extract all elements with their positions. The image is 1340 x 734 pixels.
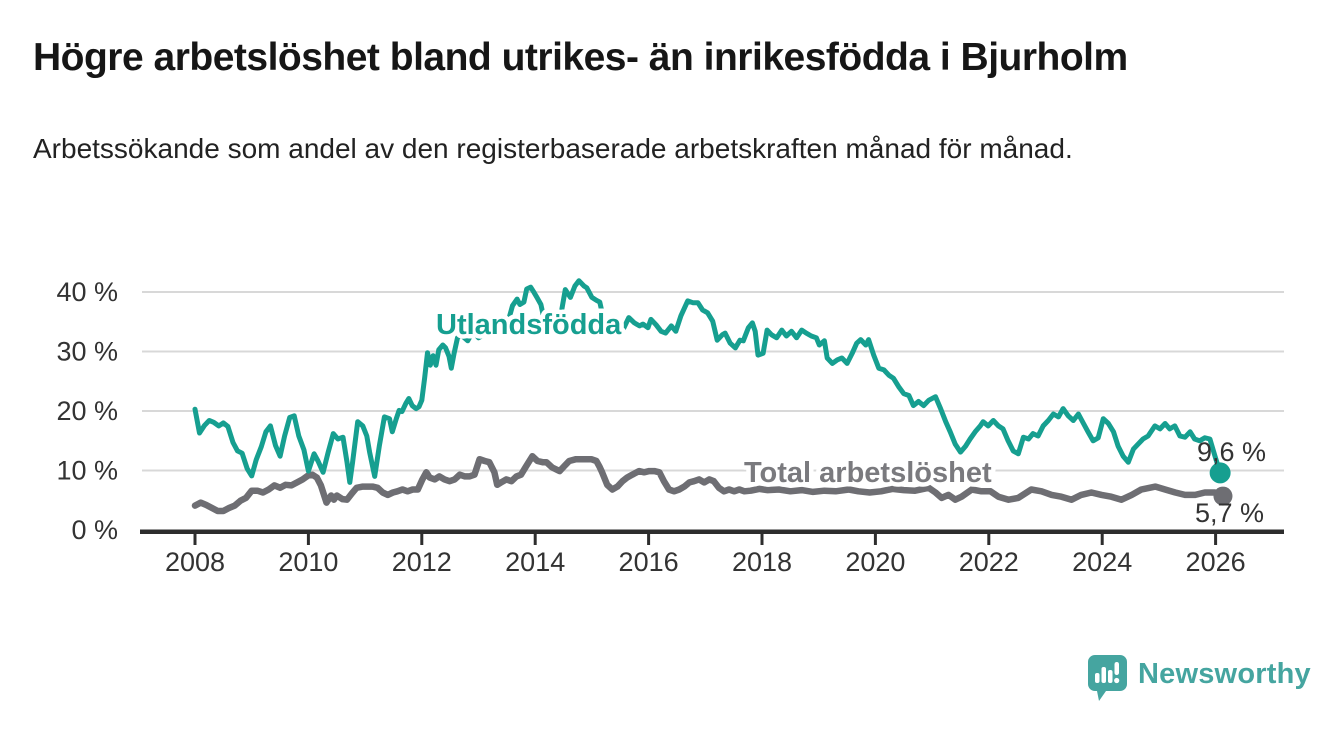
exclamation-bar xyxy=(1114,662,1119,675)
y-tick-label-10: 10 % xyxy=(56,456,118,486)
x-tick-label-2026: 2026 xyxy=(1186,547,1246,577)
x-tick-label-2014: 2014 xyxy=(505,547,565,577)
x-tick-2012 xyxy=(420,534,424,545)
y-tick-label-20: 20 % xyxy=(56,396,118,426)
newsworthy-bubble-icon xyxy=(1088,655,1127,701)
end-dot-total xyxy=(1213,486,1233,506)
chart-subtitle: Arbetssökande som andel av den registerb… xyxy=(33,133,1073,164)
x-tick-2016 xyxy=(647,534,651,545)
x-tick-2008 xyxy=(193,534,197,545)
x-tick-2022 xyxy=(987,534,991,545)
x-tick-2020 xyxy=(873,534,877,545)
x-tick-label-2012: 2012 xyxy=(392,547,452,577)
speech-bubble-shape xyxy=(1088,655,1127,701)
x-tick-label-2024: 2024 xyxy=(1072,547,1132,577)
bar-small xyxy=(1095,673,1100,683)
end-dot-utlandsfodda xyxy=(1209,462,1231,484)
bar-medium xyxy=(1108,670,1113,683)
x-tick-2010 xyxy=(306,534,310,545)
x-tick-label-2008: 2008 xyxy=(165,547,225,577)
y-tick-label-30: 30 % xyxy=(56,337,118,367)
x-tick-2026 xyxy=(1214,534,1218,545)
x-tick-label-2020: 2020 xyxy=(845,547,905,577)
chart-title: Högre arbetslöshet bland utrikes- än inr… xyxy=(33,36,1128,79)
x-tick-label-2010: 2010 xyxy=(278,547,338,577)
x-axis-line xyxy=(140,529,1284,534)
y-tick-label-0: 0 % xyxy=(71,515,118,545)
exclamation-dot xyxy=(1114,677,1120,684)
x-tick-2014 xyxy=(533,534,537,545)
series-line-total xyxy=(191,452,1227,515)
x-tick-2024 xyxy=(1100,534,1104,545)
x-tick-label-2018: 2018 xyxy=(732,547,792,577)
end-label-total: 5,7 % xyxy=(1195,498,1264,528)
end-label-utlandsfodda: 9,6 % xyxy=(1197,437,1266,467)
newsworthy-logo: Newsworthy xyxy=(1087,653,1311,705)
y-tick-label-40: 40 % xyxy=(56,277,118,307)
x-tick-label-2016: 2016 xyxy=(619,547,679,577)
bar-tall xyxy=(1101,667,1106,683)
x-tick-label-2022: 2022 xyxy=(959,547,1019,577)
x-tick-2018 xyxy=(760,534,764,545)
series-label-utlandsfodda: Utlandsfödda xyxy=(436,309,622,341)
series-line-utlandsfodda xyxy=(192,278,1223,485)
newsworthy-wordmark: Newsworthy xyxy=(1138,657,1311,690)
series-label-total: Total arbetslöshet xyxy=(744,457,992,489)
